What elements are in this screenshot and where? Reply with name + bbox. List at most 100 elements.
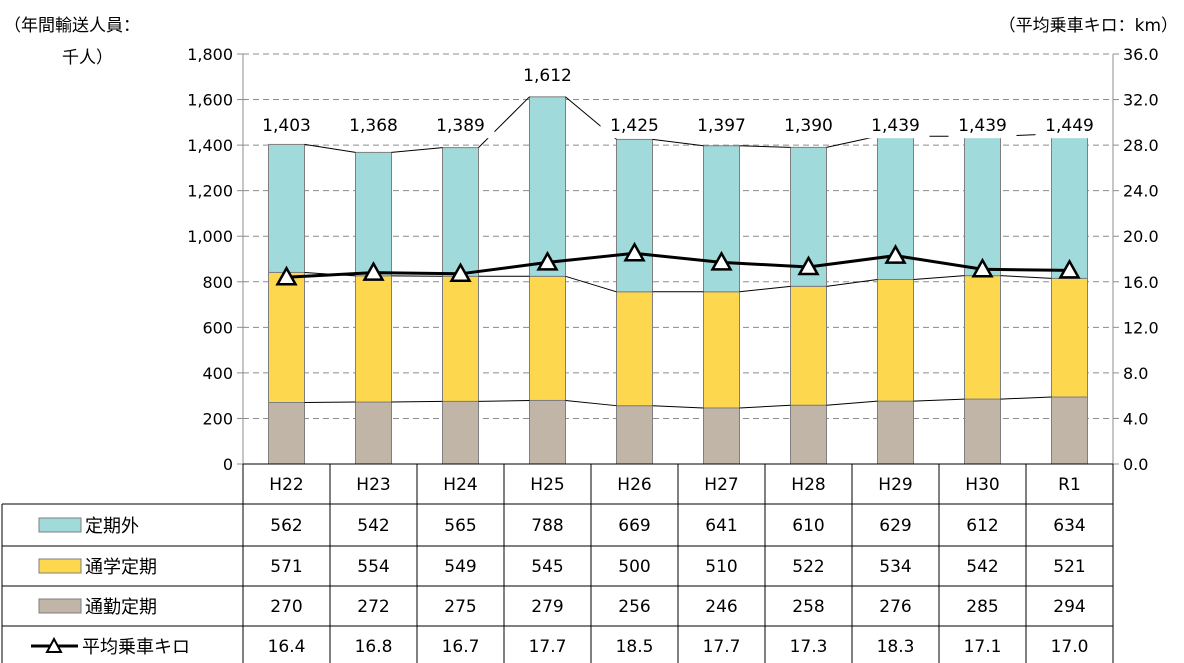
right-axis-tick-label: 16.0	[1123, 273, 1159, 292]
table-cell: 17.7	[703, 637, 741, 657]
table-cell: 542	[357, 516, 389, 536]
series-connector-line	[391, 400, 443, 403]
table-row-label: 平均乗車キロ	[82, 637, 190, 658]
bar-segment	[355, 275, 392, 403]
total-label-bg	[252, 114, 321, 139]
left-axis-tick-label: 200	[202, 409, 233, 428]
table-cell: 522	[792, 557, 824, 577]
total-label-bg	[1035, 114, 1104, 139]
avg-distance-marker	[362, 261, 385, 281]
category-label: H28	[791, 475, 825, 495]
avg-distance-marker	[449, 262, 472, 283]
table-cell: 542	[966, 557, 998, 577]
left-axis-tick-label: 1,800	[187, 45, 233, 64]
bar-segment	[268, 143, 305, 273]
bar-segment	[529, 275, 566, 401]
bar-segment	[616, 405, 653, 465]
table-cell: 270	[270, 597, 302, 617]
left-axis-title-line2: 千人）	[62, 48, 113, 68]
table-cell: 18.3	[877, 637, 915, 657]
bar-segment	[964, 135, 1001, 277]
table-cell: 634	[1053, 516, 1085, 536]
right-axis-tick-label: 20.0	[1123, 227, 1159, 246]
category-label: H26	[617, 475, 651, 495]
bar-segment	[616, 138, 653, 293]
total-label-bg	[513, 63, 582, 88]
bar-segment	[1051, 133, 1088, 279]
table-cell: 629	[879, 516, 911, 536]
table-cell: 285	[966, 597, 998, 617]
table-cell: 571	[270, 557, 302, 577]
total-label-bg	[687, 114, 756, 139]
series-connector-line	[913, 398, 965, 402]
table-cell: 16.8	[355, 637, 393, 657]
bar-segment	[790, 404, 827, 465]
avg-distance-marker	[797, 255, 820, 276]
category-label: R1	[1058, 475, 1081, 495]
right-axis-tick-label: 24.0	[1123, 182, 1159, 201]
table-row-label: 通学定期	[85, 557, 157, 578]
total-label: 1,368	[349, 116, 398, 136]
table-cell: 612	[966, 516, 998, 536]
category-label: H27	[704, 475, 738, 495]
table-cell: 16.4	[268, 637, 306, 657]
table-cell: 18.5	[616, 637, 654, 657]
table-cell: 641	[705, 516, 737, 536]
avg-distance-line	[286, 251, 1070, 279]
bar-segment	[442, 147, 479, 277]
table-cell: 17.7	[529, 637, 567, 657]
avg-distance-marker	[971, 257, 994, 278]
table-cell: 534	[879, 557, 911, 577]
table-cell: 246	[705, 597, 737, 617]
table-cell: 500	[618, 557, 650, 577]
bar-segment	[1051, 277, 1088, 398]
bar-segment	[703, 291, 740, 409]
total-label: 1,389	[436, 116, 485, 136]
table-cell: 554	[357, 557, 389, 577]
table-cell: 510	[705, 557, 737, 577]
total-label-bg	[600, 114, 669, 139]
series-connector-line	[1000, 275, 1052, 279]
total-label: 1,397	[697, 116, 746, 136]
table-cell: 294	[1053, 597, 1085, 617]
category-label: H22	[269, 475, 303, 495]
right-axis-tick-label: 28.0	[1123, 136, 1159, 155]
total-label: 1,439	[958, 116, 1007, 136]
right-axis-tick-label: 8.0	[1123, 364, 1148, 383]
avg-distance-marker	[710, 250, 733, 271]
table-cell: 521	[1053, 557, 1085, 577]
series-connector-line	[826, 279, 878, 287]
table-cell: 669	[618, 516, 650, 536]
legend-swatch	[38, 517, 82, 533]
total-label-bg	[339, 114, 408, 139]
bar-segment	[268, 402, 305, 465]
table-cell: 17.0	[1051, 637, 1089, 657]
table-cell: 16.7	[442, 637, 480, 657]
category-label: H29	[878, 475, 912, 495]
total-label-bg	[861, 114, 930, 139]
table-cell: 17.3	[790, 637, 828, 657]
total-label-bg	[948, 114, 1017, 139]
bar-segment	[616, 291, 653, 407]
right-axis-title: （平均乗車キロ：km）	[998, 16, 1178, 36]
left-axis-tick-label: 0	[223, 455, 233, 474]
bar-segment	[877, 400, 914, 465]
legend-marker	[45, 636, 63, 653]
total-label: 1,449	[1045, 116, 1094, 136]
right-axis-tick-label: 36.0	[1123, 45, 1159, 64]
category-label: H24	[443, 475, 477, 495]
total-label: 1,425	[610, 116, 659, 136]
series-connector-line	[304, 143, 356, 153]
left-axis-tick-label: 1,200	[187, 182, 233, 201]
right-axis-tick-label: 32.0	[1123, 91, 1159, 110]
series-connector-line	[478, 399, 530, 402]
total-label: 1,612	[523, 66, 572, 86]
table-cell: 256	[618, 597, 650, 617]
avg-distance-marker	[1058, 258, 1081, 279]
table-cell: 17.1	[964, 637, 1002, 657]
left-axis-tick-label: 1,600	[187, 91, 233, 110]
bar-segment	[1051, 396, 1088, 465]
legend-swatch	[38, 558, 82, 574]
series-connector-line	[826, 400, 878, 406]
table-cell: 562	[270, 516, 302, 536]
